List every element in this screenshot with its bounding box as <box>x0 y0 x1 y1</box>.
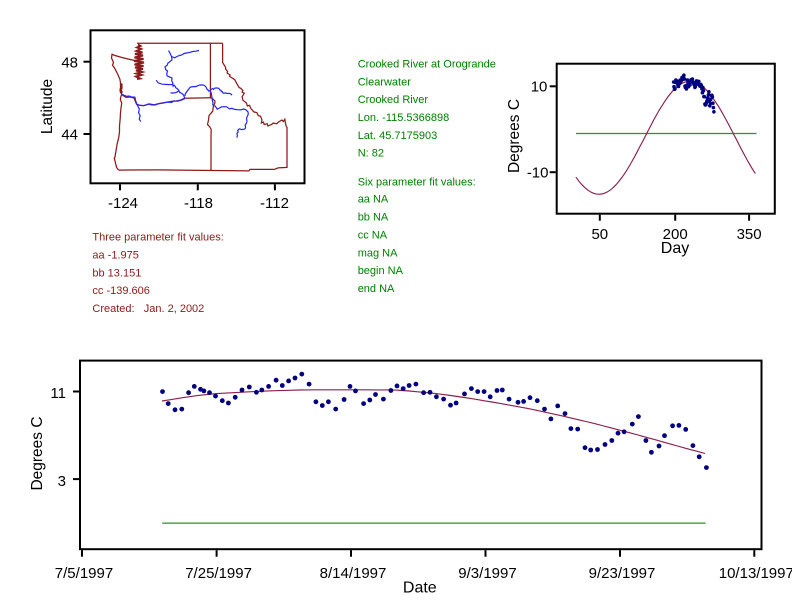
svg-text:Day: Day <box>661 240 689 257</box>
svg-text:begin NA: begin NA <box>358 265 404 277</box>
svg-text:cc NA: cc NA <box>358 229 388 241</box>
svg-text:Crooked River at Orogrande: Crooked River at Orogrande <box>358 59 496 71</box>
svg-text:Lat. 45.7175903: Lat. 45.7175903 <box>358 130 438 142</box>
svg-text:Date: Date <box>403 580 437 597</box>
svg-text:9/23/1997: 9/23/1997 <box>589 565 656 582</box>
svg-text:Crooked River: Crooked River <box>358 94 429 106</box>
svg-text:-10: -10 <box>527 165 549 182</box>
svg-text:-124: -124 <box>108 195 138 212</box>
svg-text:-118: -118 <box>184 195 213 212</box>
svg-text:bb 13.151: bb 13.151 <box>92 267 141 279</box>
svg-text:Six parameter fit values:: Six parameter fit values: <box>358 176 476 188</box>
svg-text:Three parameter fit values:: Three parameter fit values: <box>92 232 223 244</box>
svg-text:7/25/1997: 7/25/1997 <box>185 565 252 582</box>
svg-text:8/14/1997: 8/14/1997 <box>320 565 387 582</box>
svg-text:9/3/1997: 9/3/1997 <box>458 565 516 582</box>
svg-text:50: 50 <box>591 226 608 243</box>
svg-text:350: 350 <box>737 226 762 243</box>
svg-text:Created: Jan. 2, 2002: Created: Jan. 2, 2002 <box>92 303 204 315</box>
svg-text:Degrees C: Degrees C <box>29 416 46 490</box>
svg-text:48: 48 <box>61 54 78 71</box>
svg-text:Lon. -115.5366898: Lon. -115.5366898 <box>358 112 450 124</box>
svg-text:44: 44 <box>61 127 78 144</box>
svg-text:Latitude: Latitude <box>39 79 56 134</box>
svg-text:7/5/1997: 7/5/1997 <box>55 565 113 582</box>
svg-text:3: 3 <box>58 473 66 490</box>
svg-text:N: 82: N: 82 <box>358 147 384 159</box>
svg-text:-112: -112 <box>260 195 289 212</box>
svg-text:200: 200 <box>663 226 688 243</box>
svg-text:mag NA: mag NA <box>358 247 398 259</box>
svg-text:bb NA: bb NA <box>358 212 389 224</box>
svg-text:aa -1.975: aa -1.975 <box>92 249 138 261</box>
svg-text:aa NA: aa NA <box>358 194 389 206</box>
svg-text:10: 10 <box>531 79 548 96</box>
svg-text:Clearwater: Clearwater <box>358 76 412 88</box>
svg-text:cc -139.606: cc -139.606 <box>92 285 149 297</box>
svg-text:end NA: end NA <box>358 283 395 295</box>
svg-text:11: 11 <box>50 385 66 402</box>
svg-text:Degrees C: Degrees C <box>506 99 523 173</box>
svg-text:10/13/1997: 10/13/1997 <box>719 565 792 582</box>
